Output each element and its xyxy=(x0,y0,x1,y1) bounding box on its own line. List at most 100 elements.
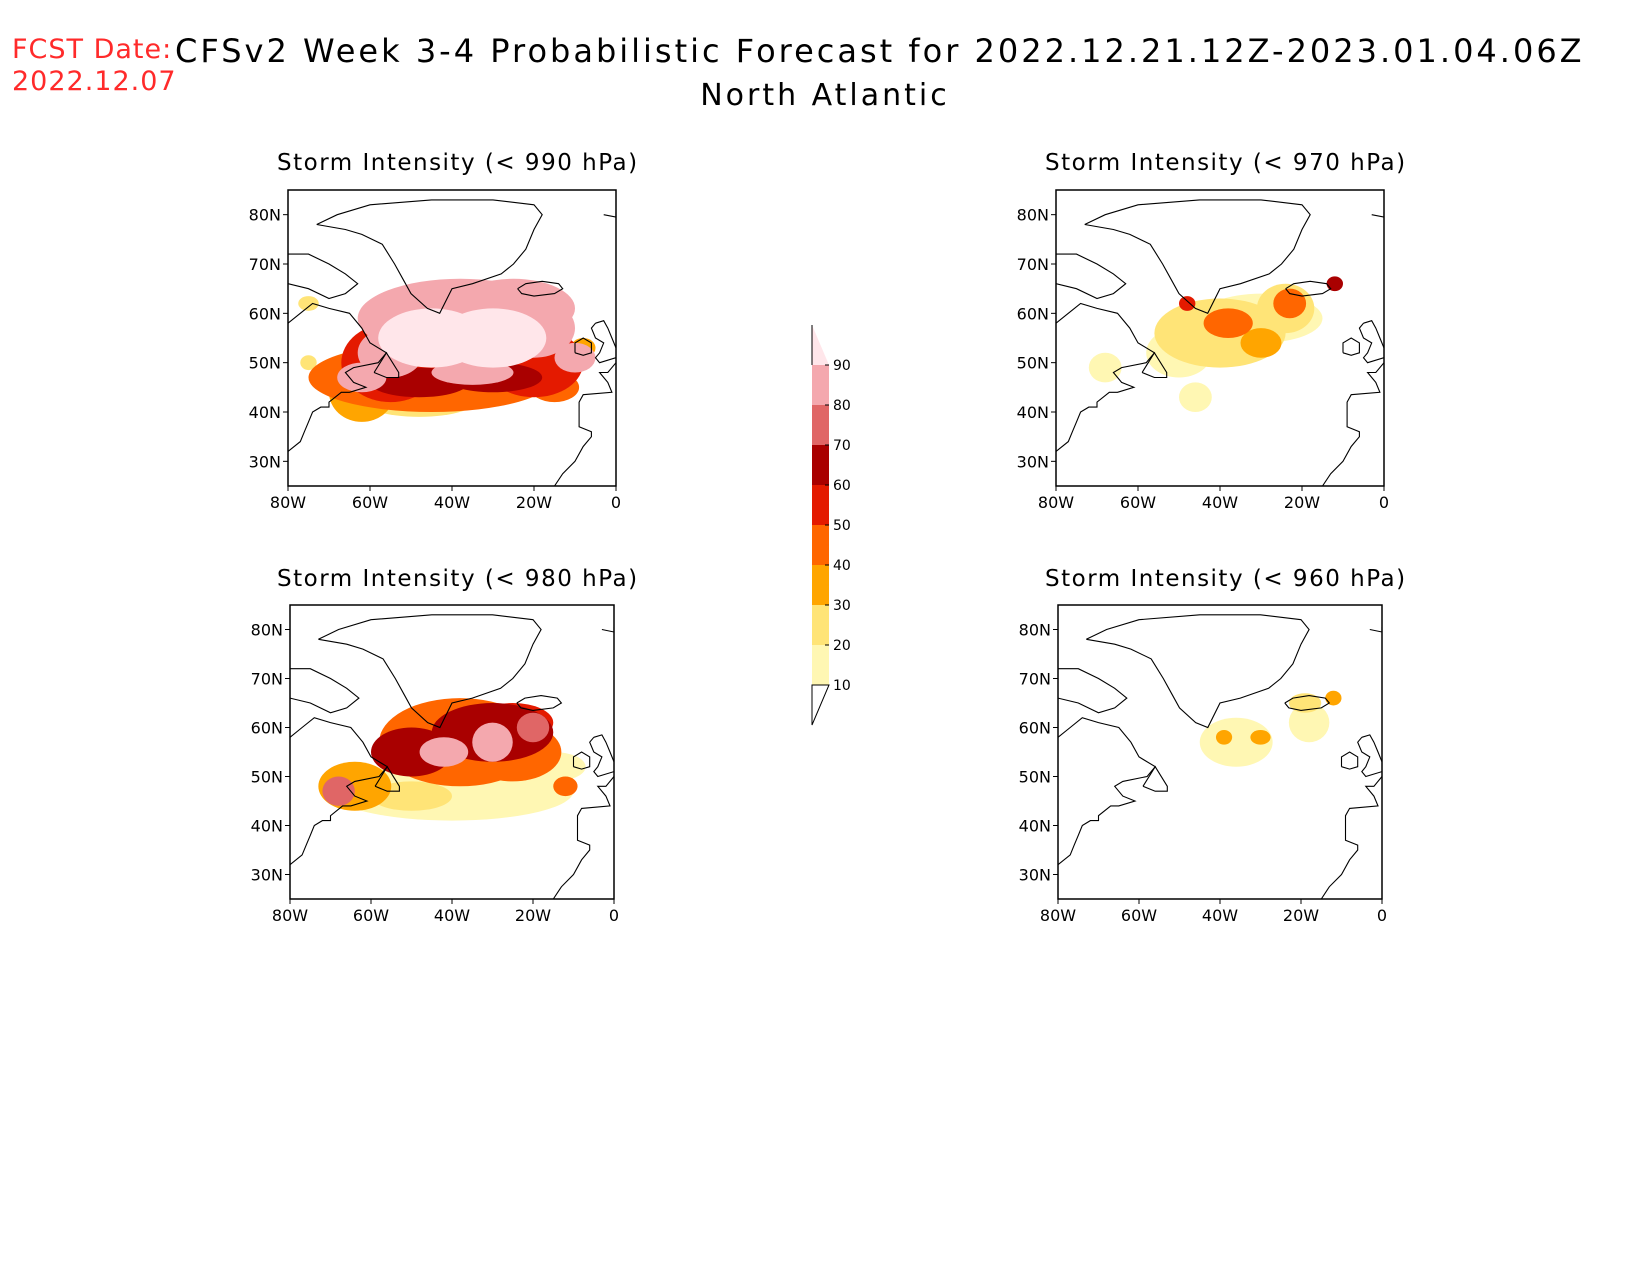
lon-tick-label: 40W xyxy=(1202,493,1238,512)
colorbar-segment xyxy=(812,365,829,405)
lon-tick-label: 40W xyxy=(434,493,470,512)
colorbar-label: 20 xyxy=(833,638,851,654)
probability-cell xyxy=(1250,729,1271,745)
panel-title-970: Storm Intensity (< 970 hPa) xyxy=(1045,150,1407,176)
colorbar-label: 90 xyxy=(833,358,851,374)
colorbar-label: 10 xyxy=(833,678,851,694)
coastline xyxy=(589,734,614,778)
probability-cell xyxy=(1273,288,1307,319)
lat-tick-label: 40N xyxy=(1017,403,1049,422)
colorbar-high-triangle xyxy=(812,325,829,365)
coastline xyxy=(1357,734,1382,778)
coastline xyxy=(1342,337,1360,356)
panel-title-980: Storm Intensity (< 980 hPa) xyxy=(277,566,639,592)
lat-tick-label: 40N xyxy=(251,817,283,836)
probability-cell xyxy=(371,781,452,811)
probability-cell xyxy=(322,776,355,806)
colorbar-label: 40 xyxy=(833,558,851,574)
panel-title-990: Storm Intensity (< 990 hPa) xyxy=(277,150,639,176)
lat-tick-label: 50N xyxy=(251,768,283,787)
coastline xyxy=(603,212,616,218)
coastline xyxy=(1058,717,1157,866)
colorbar-label: 80 xyxy=(833,398,851,414)
lat-tick-label: 70N xyxy=(251,670,283,689)
colorbar-segment xyxy=(812,605,829,645)
probability-cell xyxy=(553,776,578,797)
main-title: CFSv2 Week 3-4 Probabilistic Forecast fo… xyxy=(175,32,1585,70)
probability-cell xyxy=(554,342,596,373)
lon-tick-label: 0 xyxy=(1377,906,1387,925)
lat-tick-label: 30N xyxy=(1019,866,1051,885)
coastline xyxy=(1285,280,1332,297)
lat-tick-label: 50N xyxy=(1019,768,1051,787)
probability-cell xyxy=(1288,693,1322,713)
probability-cell xyxy=(1215,729,1233,745)
lon-tick-label: 80W xyxy=(1038,493,1074,512)
lat-tick-label: 40N xyxy=(1019,817,1051,836)
lon-tick-label: 60W xyxy=(353,906,389,925)
lat-tick-label: 50N xyxy=(1017,354,1049,373)
lat-tick-label: 40N xyxy=(249,403,281,422)
probability-cell xyxy=(1199,717,1273,767)
probability-cell xyxy=(1325,690,1342,706)
lon-tick-label: 60W xyxy=(352,493,388,512)
coastline xyxy=(316,199,543,314)
lat-tick-label: 70N xyxy=(1019,670,1051,689)
colorbar-label: 50 xyxy=(833,518,851,534)
coastline xyxy=(552,776,614,899)
lon-tick-label: 80W xyxy=(1040,906,1076,925)
probability-cell xyxy=(1179,296,1196,311)
lat-tick-label: 70N xyxy=(249,255,281,274)
coastline xyxy=(554,362,616,486)
colorbar-low-triangle xyxy=(811,684,830,726)
coastline xyxy=(288,302,388,452)
coastline xyxy=(290,717,389,866)
colorbar-segment xyxy=(812,485,829,525)
colorbar-segment xyxy=(812,445,829,485)
lat-tick-label: 70N xyxy=(1017,255,1049,274)
lon-tick-label: 20W xyxy=(516,493,552,512)
coastline xyxy=(288,253,359,300)
forecast-date-value: 2022.12.07 xyxy=(12,66,177,97)
coastline xyxy=(1086,614,1310,729)
probability-cell xyxy=(300,355,317,371)
coastline xyxy=(516,695,563,711)
lat-tick-label: 80N xyxy=(249,206,281,225)
probability-cell xyxy=(516,712,550,743)
colorbar-segment xyxy=(812,565,829,605)
lon-tick-label: 0 xyxy=(1379,493,1389,512)
lat-tick-label: 50N xyxy=(249,354,281,373)
lat-tick-label: 80N xyxy=(1017,206,1049,225)
colorbar-label: 30 xyxy=(833,598,851,614)
lon-tick-label: 60W xyxy=(1121,906,1157,925)
coastline xyxy=(1084,199,1311,314)
panel-title-960: Storm Intensity (< 960 hPa) xyxy=(1045,566,1407,592)
probability-cell xyxy=(1088,352,1122,383)
lat-tick-label: 60N xyxy=(251,719,283,738)
lat-tick-label: 30N xyxy=(251,866,283,885)
lon-tick-label: 80W xyxy=(270,493,306,512)
colorbar-segment xyxy=(812,645,829,685)
coastline xyxy=(1358,320,1384,364)
coastline xyxy=(574,337,592,356)
lon-tick-label: 60W xyxy=(1120,493,1156,512)
coastline xyxy=(374,765,400,792)
lon-tick-label: 0 xyxy=(611,493,621,512)
coastline xyxy=(1371,212,1384,218)
probability-cell xyxy=(1326,276,1344,292)
colorbar-segment xyxy=(812,525,829,565)
colorbar-segment xyxy=(812,405,829,445)
coastline xyxy=(1340,751,1359,770)
lat-tick-label: 80N xyxy=(1019,621,1051,640)
probability-cell xyxy=(1203,308,1253,339)
lon-tick-label: 20W xyxy=(1284,493,1320,512)
lat-tick-label: 60N xyxy=(1017,304,1049,323)
lat-tick-label: 80N xyxy=(251,621,283,640)
coastline xyxy=(1320,776,1382,899)
coastline xyxy=(1056,302,1156,452)
forecast-date-label: FCST Date: xyxy=(12,34,173,65)
